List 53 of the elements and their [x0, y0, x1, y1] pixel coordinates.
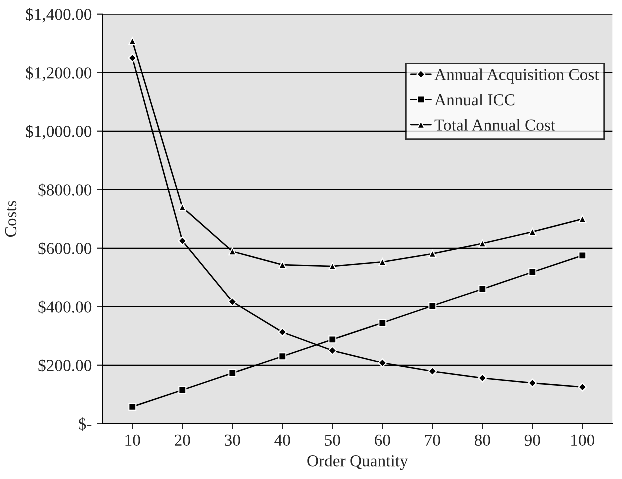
x-tick-label: 60 — [375, 434, 390, 446]
y-tick-label: $1,000.00 — [26, 125, 92, 140]
point — [128, 37, 137, 46]
point — [228, 297, 238, 306]
x-tick-label: 40 — [274, 434, 290, 446]
point — [228, 248, 237, 256]
point — [378, 258, 387, 266]
point — [128, 402, 137, 411]
legend-label: Total Annual Cost — [434, 119, 556, 131]
x-tick-label: 90 — [524, 434, 540, 446]
point — [578, 215, 587, 224]
point — [378, 358, 388, 368]
point — [328, 336, 337, 344]
y-tick-label: $200.00 — [38, 359, 92, 372]
x-tick-label: 70 — [425, 434, 440, 446]
point — [178, 203, 187, 212]
point — [528, 228, 537, 236]
point — [428, 367, 438, 376]
point — [178, 386, 187, 394]
point — [278, 261, 287, 270]
y-tick-label: $- — [79, 418, 92, 431]
y-tick-label: $1,400.00 — [26, 8, 92, 23]
x-tick-label: 50 — [325, 434, 340, 446]
x-tick-label: 20 — [175, 434, 190, 446]
point — [578, 382, 588, 392]
y-tick-label: $400.00 — [38, 300, 92, 314]
y-tick-label: $600.00 — [38, 242, 92, 256]
x-tick-label: 30 — [225, 434, 240, 446]
point — [428, 302, 437, 310]
legend-label: Annual Acquisition Cost — [434, 68, 600, 84]
point — [228, 369, 237, 378]
point — [178, 236, 188, 246]
point — [578, 252, 587, 260]
point — [428, 250, 437, 258]
point — [478, 240, 487, 248]
x-axis-title: Order Quantity — [308, 455, 408, 470]
point — [278, 352, 287, 361]
x-tick-label: 100 — [572, 434, 595, 446]
legend-label: Annual ICC — [434, 94, 515, 106]
y-tick-label: $1,200.00 — [26, 66, 92, 82]
point — [378, 319, 387, 327]
point — [478, 285, 487, 294]
x-tick-label: 80 — [474, 434, 490, 446]
point — [528, 268, 537, 276]
x-tick-label: 10 — [126, 434, 140, 446]
y-axis-title: Costs — [5, 201, 17, 237]
point — [128, 54, 138, 63]
point — [328, 262, 337, 271]
point — [278, 328, 288, 337]
point — [528, 378, 538, 388]
point — [478, 374, 488, 383]
point — [328, 346, 338, 356]
y-tick-label: $800.00 — [38, 184, 92, 197]
